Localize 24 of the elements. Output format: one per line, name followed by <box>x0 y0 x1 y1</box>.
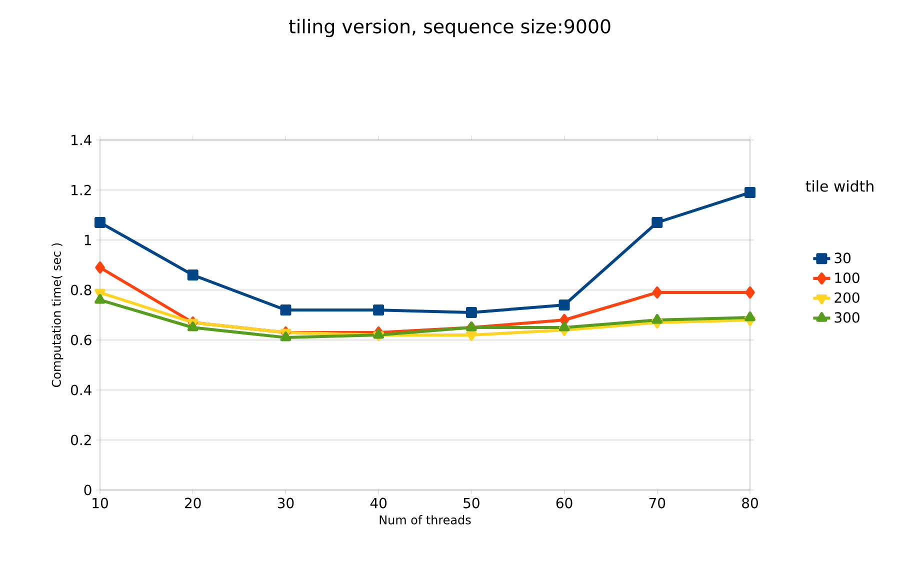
legend-label: 100 <box>835 272 860 284</box>
y-tick-label: 0.6 <box>70 334 92 346</box>
chart-title: tiling version, sequence size:9000 <box>288 18 610 38</box>
legend-label: 300 <box>834 312 860 323</box>
x-tick-label: 30 <box>278 498 294 508</box>
legend-label: 200 <box>834 292 860 303</box>
legend-title: tile width <box>806 180 874 192</box>
legend-label: 30 <box>834 252 851 264</box>
y-tick-label: 1.2 <box>72 184 91 196</box>
y-tick-label: 0.2 <box>70 434 91 446</box>
x-tick-label: 40 <box>370 498 387 508</box>
x-tick-label: 80 <box>742 498 758 508</box>
x-tick-label: 60 <box>556 498 572 508</box>
x-tick-label: 50 <box>464 498 480 508</box>
x-tick-label: 10 <box>92 498 108 508</box>
y-tick-label: 0.8 <box>70 284 92 296</box>
x-tick-label: 20 <box>185 498 201 508</box>
y-tick-label: 0.4 <box>70 384 92 396</box>
y-tick-label: 0 <box>84 484 92 496</box>
y-tick-label: 1 <box>84 234 91 246</box>
y-axis-title: Computation time( sec ) <box>52 243 64 387</box>
y-tick-label: 1.4 <box>72 134 92 146</box>
x-axis-title: Num of threads <box>380 515 471 524</box>
x-tick-label: 70 <box>649 498 666 508</box>
